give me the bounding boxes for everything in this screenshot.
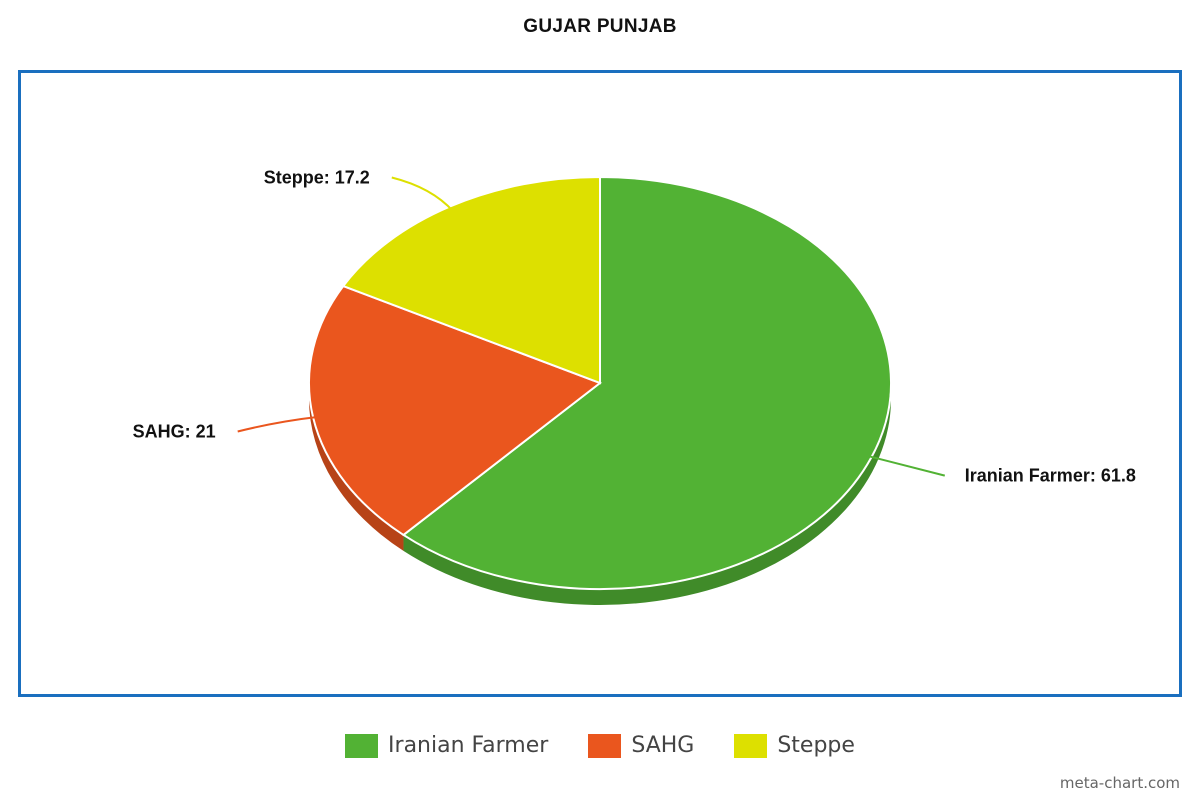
legend-item-steppe[interactable]: Steppe [734, 733, 855, 758]
data-label-steppe: Steppe: 17.2 [264, 167, 370, 187]
pie-side-sahg [309, 383, 404, 551]
leader-line-sahg [237, 415, 320, 433]
leader-line-iranian-farmer [865, 454, 946, 477]
legend-label-steppe: Steppe [777, 733, 855, 758]
watermark: meta-chart.com [1059, 774, 1180, 792]
legend-swatch-iranian-farmer [345, 733, 379, 758]
legend-swatch-steppe [734, 733, 768, 758]
legend-label-iranian-farmer: Iranian Farmer [388, 733, 549, 758]
legend-item-iranian-farmer[interactable]: Iranian Farmer [345, 733, 548, 758]
data-label-sahg: SAHG: 21 [133, 421, 216, 441]
plot-area-frame [18, 70, 1182, 697]
legend-item-sahg[interactable]: SAHG [588, 733, 694, 758]
legend-swatch-sahg [588, 733, 622, 758]
legend-label-sahg: SAHG [631, 733, 695, 758]
chart-title: GUJAR PUNJAB [523, 16, 677, 37]
data-label-iranian-farmer: Iranian Farmer: 61.8 [965, 466, 1136, 486]
leader-line-steppe [391, 176, 455, 213]
pie-slice-steppe [341, 175, 601, 385]
legend: Iranian Farmer SAHG Steppe [0, 733, 1200, 758]
pie-side-walls [309, 383, 891, 605]
